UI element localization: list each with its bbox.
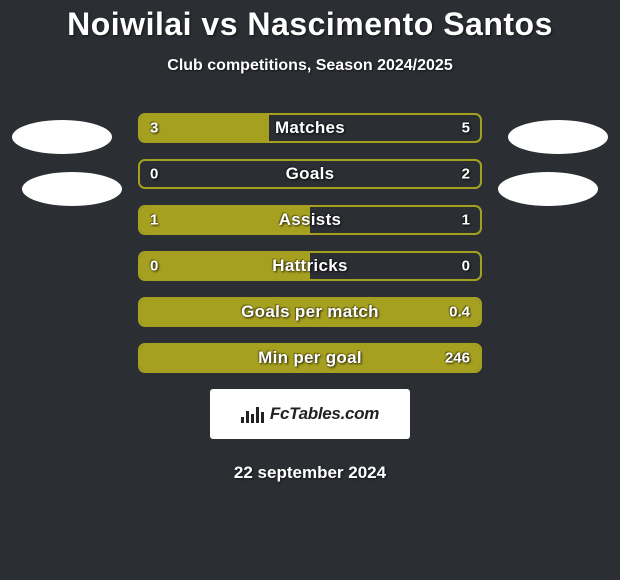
- branding-bars-icon: [241, 405, 264, 423]
- stat-row: 0 Hattricks 0: [138, 251, 482, 281]
- stat-value-right: 0.4: [449, 304, 470, 321]
- stat-label: Matches: [275, 118, 345, 138]
- stat-label: Hattricks: [272, 256, 347, 276]
- stat-label: Min per goal: [258, 348, 362, 368]
- stat-fill-left: [140, 115, 269, 141]
- stat-row: 0 Goals 2: [138, 159, 482, 189]
- date-label: 22 september 2024: [0, 463, 620, 483]
- stat-label: Goals: [286, 164, 335, 184]
- stat-value-left: 3: [150, 120, 158, 137]
- page-title: Noiwilai vs Nascimento Santos: [0, 6, 620, 43]
- stat-row: Min per goal 246: [138, 343, 482, 373]
- branding-text: FcTables.com: [270, 404, 379, 424]
- stat-label: Goals per match: [241, 302, 379, 322]
- stat-value-right: 0: [462, 258, 470, 275]
- stat-value-right: 2: [462, 166, 470, 183]
- stats-area: 3 Matches 5 0 Goals 2 1 Assists 1 0 Hattricks 0 Goal…: [0, 113, 620, 373]
- page-subtitle: Club competitions, Season 2024/2025: [0, 57, 620, 75]
- stat-label: Assists: [279, 210, 342, 230]
- stat-row: 1 Assists 1: [138, 205, 482, 235]
- stat-value-right: 5: [462, 120, 470, 137]
- branding-badge: FcTables.com: [210, 389, 410, 439]
- stat-value-left: 1: [150, 212, 158, 229]
- stat-row: 3 Matches 5: [138, 113, 482, 143]
- stat-value-left: 0: [150, 166, 158, 183]
- stat-value-right: 246: [445, 350, 470, 367]
- stat-row: Goals per match 0.4: [138, 297, 482, 327]
- stat-value-left: 0: [150, 258, 158, 275]
- stat-value-right: 1: [462, 212, 470, 229]
